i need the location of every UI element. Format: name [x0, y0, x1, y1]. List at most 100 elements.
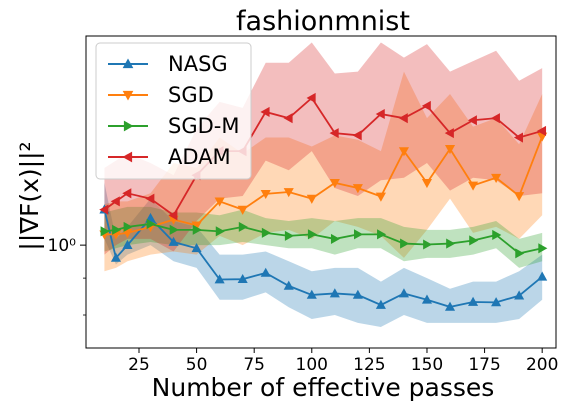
legend-label-sgd: SGD [168, 83, 214, 107]
plot-frame [85, 35, 557, 349]
legend-label-sgd-m: SGD-M [168, 114, 239, 138]
point-adam [536, 125, 547, 136]
point-nasg [468, 296, 479, 306]
point-nasg [191, 243, 202, 253]
point-adam [145, 193, 155, 204]
legend-label-adam: ADAM [168, 145, 231, 169]
point-sgd-m [192, 224, 202, 235]
point-sgd-m [215, 226, 225, 237]
x-tick-label: 100 [296, 355, 328, 375]
point-nasg [214, 274, 225, 284]
point-nasg [329, 288, 340, 298]
point-adam [283, 113, 293, 124]
band-adam [104, 42, 543, 255]
point-adam [99, 204, 109, 215]
point-sgd-m [330, 233, 341, 244]
x-tick-label: 150 [411, 355, 443, 375]
point-sgd-m [423, 239, 433, 250]
point-sgd [468, 181, 479, 191]
point-sgd [214, 197, 225, 207]
point-sgd [352, 184, 363, 194]
point-nasg [283, 280, 294, 290]
band-sgd [104, 71, 543, 272]
point-sgd-m [112, 224, 122, 235]
point-sgd-m [515, 248, 525, 259]
point-adam [306, 92, 316, 103]
point-adam [375, 108, 385, 120]
x-tick-label: 25 [128, 355, 150, 375]
point-sgd-m [307, 229, 318, 240]
point-sgd-m [169, 224, 179, 235]
point-nasg [306, 289, 317, 299]
point-adam [490, 113, 500, 124]
point-adam [168, 210, 178, 221]
point-sgd [491, 173, 502, 183]
point-sgd [283, 188, 294, 198]
legend-marker-sgd [122, 90, 134, 101]
point-adam [467, 115, 477, 126]
point-nasg [237, 273, 248, 284]
point-sgd-m [284, 230, 294, 241]
point-sgd-m [469, 235, 479, 246]
legend-marker-nasg [122, 58, 134, 69]
point-nasg [514, 290, 525, 300]
point-sgd-m [492, 229, 502, 241]
x-tick-label: 75 [243, 355, 265, 375]
axes: 25 50 75 100 125 150 175 200 10⁰ [48, 35, 558, 375]
chart-title: fashionmnist [236, 6, 410, 37]
x-tick-label: 50 [186, 355, 208, 375]
point-nasg [110, 252, 122, 262]
point-sgd-m [446, 238, 456, 249]
point-nasg [352, 289, 363, 299]
point-adam [260, 106, 270, 118]
point-sgd [306, 194, 317, 204]
point-nasg [260, 267, 271, 277]
point-sgd-m [123, 221, 133, 232]
point-adam [444, 128, 454, 139]
point-sgd [421, 179, 433, 189]
x-tick-label: 125 [353, 355, 385, 375]
point-adam [329, 128, 339, 139]
point-adam [513, 132, 523, 143]
point-adam [398, 113, 408, 124]
legend: NASG SGD SGD-M ADAM [95, 42, 252, 180]
point-sgd-m [146, 218, 156, 229]
point-nasg [168, 236, 179, 246]
band-nasg [104, 182, 543, 327]
point-sgd [444, 144, 456, 155]
y-tick-label: 10⁰ [48, 236, 77, 256]
point-nasg [122, 239, 133, 249]
point-sgd [237, 205, 248, 215]
x-tick-label: 200 [526, 355, 558, 375]
point-sgd-m [538, 243, 548, 254]
point-sgd-m [238, 221, 248, 232]
point-sgd-m [377, 229, 387, 240]
point-adam [110, 196, 120, 207]
point-sgd-m [261, 227, 271, 238]
legend-marker-sgd-m [123, 120, 134, 132]
point-sgd-m [354, 229, 364, 240]
y-axis-label: ||∇F(x)||² [15, 141, 44, 250]
point-sgd [398, 147, 409, 157]
point-adam [352, 130, 362, 141]
point-adam [421, 100, 431, 111]
point-nasg [375, 299, 386, 309]
point-sgd-m [400, 238, 410, 249]
point-nasg [491, 297, 502, 307]
x-axis-label: Number of effective passes [152, 373, 495, 402]
point-adam [122, 188, 132, 199]
legend-marker-adam [122, 151, 133, 163]
point-sgd [260, 189, 271, 200]
point-sgd-m [100, 226, 110, 237]
legend-box [95, 42, 252, 180]
point-nasg [537, 271, 548, 281]
point-sgd [375, 192, 386, 202]
point-sgd [514, 192, 525, 202]
x-tick-label: 175 [468, 355, 500, 375]
point-sgd [329, 179, 340, 189]
point-nasg [398, 288, 409, 298]
point-nasg [444, 301, 456, 311]
legend-label-nasg: NASG [168, 52, 228, 76]
